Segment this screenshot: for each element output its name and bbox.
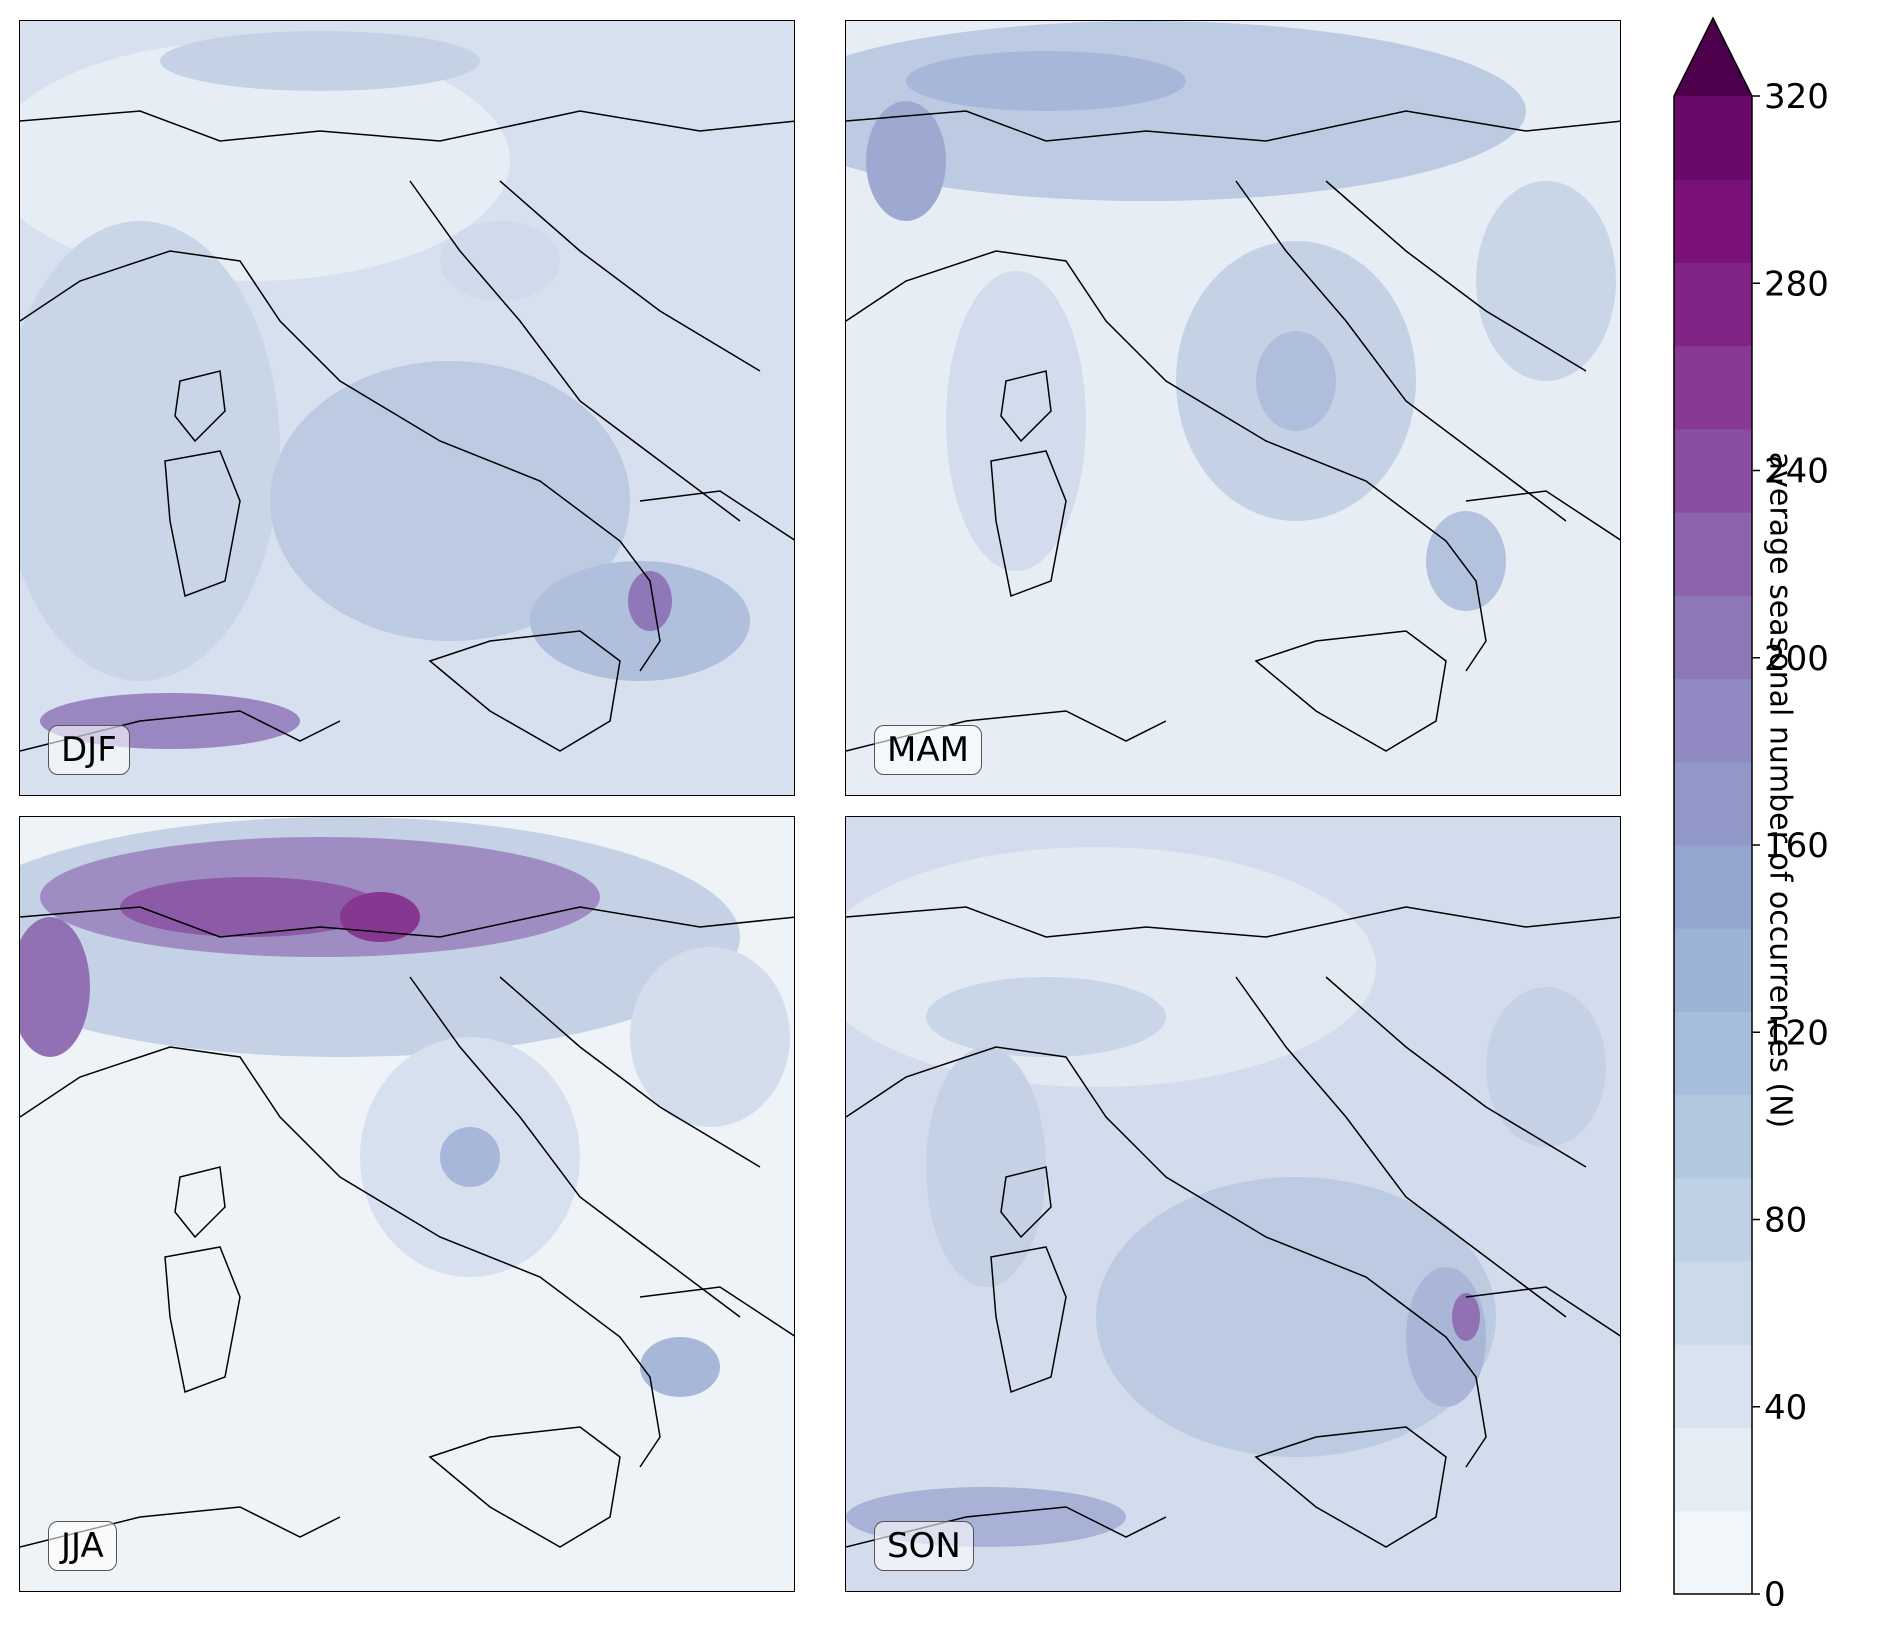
colorbar-segment [1674, 428, 1752, 513]
colorbar-tick-label: 40 [1764, 1388, 1807, 1428]
colorbar-ticks: 0 40 80 120 160 200 240 280 320 [1752, 77, 1829, 1606]
colorbar-segment [1674, 179, 1752, 263]
map-panel-mam: MAM [845, 20, 1621, 796]
season-label: MAM [874, 725, 982, 775]
colorbar-segment [1674, 262, 1752, 347]
colorbar-segment [1674, 1344, 1752, 1429]
colorbar-tick-label: 0 [1764, 1575, 1786, 1606]
colorbar-segment [1674, 1177, 1752, 1262]
colorbar-tick-label: 120 [1764, 1013, 1829, 1053]
season-label: JJA [48, 1521, 117, 1571]
colorbar-segment [1674, 761, 1752, 846]
colorbar-tick-label: 320 [1764, 77, 1829, 117]
map-jja-field [20, 817, 794, 1591]
colorbar-tick-label: 200 [1764, 639, 1829, 679]
colorbar-title: average seasonal number of occurrences (… [1762, 451, 1798, 1129]
colorbar-extend-triangle [1674, 18, 1752, 96]
colorbar-segment [1674, 1427, 1752, 1512]
colorbar-segment [1674, 1011, 1752, 1096]
colorbar-segment [1674, 595, 1752, 680]
map-son-field [846, 817, 1620, 1591]
colorbar-segment [1674, 1510, 1752, 1595]
map-djf-field [20, 21, 794, 795]
colorbar-segment [1674, 678, 1752, 763]
colorbar-segment [1674, 928, 1752, 1012]
colorbar: 0 40 80 120 160 200 240 280 320 [1673, 16, 1829, 1606]
colorbar-segment [1674, 512, 1752, 596]
colorbar-segment [1674, 1094, 1752, 1179]
map-panel-jja: JJA [19, 816, 795, 1592]
season-label: DJF [48, 725, 130, 775]
colorbar-tick-label: 160 [1764, 826, 1829, 866]
colorbar-segment [1674, 96, 1752, 180]
map-panel-son: SON [845, 816, 1621, 1592]
map-mam-field [846, 21, 1620, 795]
colorbar-tick-label: 280 [1764, 264, 1829, 304]
colorbar-tick-label: 240 [1764, 452, 1829, 492]
colorbar-segment [1674, 845, 1752, 929]
colorbar-segment [1674, 345, 1752, 430]
season-label: SON [874, 1521, 974, 1571]
colorbar-tick-label: 80 [1764, 1201, 1807, 1241]
map-panel-djf: DJF [19, 20, 795, 796]
colorbar-segment [1674, 1261, 1752, 1345]
colorbar-outline [1673, 16, 1753, 1595]
colorbar-segments [1673, 16, 1753, 1595]
